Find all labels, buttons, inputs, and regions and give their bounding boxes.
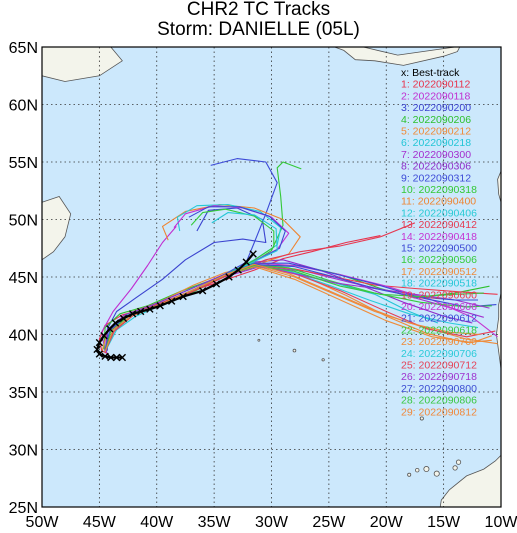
legend-entry: 3: 2022090200	[401, 102, 471, 114]
best-track-point	[100, 331, 108, 340]
best-track-point	[136, 307, 145, 316]
best-track-point	[146, 305, 154, 313]
legend-entry: 7: 2022090300	[401, 149, 471, 161]
legend-entry: 4: 2022090206	[401, 114, 471, 126]
x-tick-label: 35W	[198, 514, 232, 531]
y-tick-label: 40N	[9, 328, 38, 345]
y-tick-label: 55N	[9, 155, 38, 172]
legend-entry: 19: 2022090600	[401, 289, 477, 301]
madeira-island	[419, 416, 424, 421]
canary-island	[433, 470, 440, 477]
x-tick-label: 10W	[485, 514, 517, 531]
azores-island	[257, 338, 261, 342]
newfoundland-land	[42, 196, 72, 261]
chart-subtitle: Storm: DANIELLE (05L)	[157, 19, 360, 40]
best-track-point	[249, 250, 257, 258]
best-track-point	[156, 302, 164, 310]
x-tick-label: 15W	[427, 514, 461, 531]
y-tick-label: 35N	[9, 385, 38, 402]
legend-entry: 5: 2022090212	[401, 126, 471, 138]
best-track-point	[111, 319, 120, 327]
legend-entry: 9: 2022090312	[401, 172, 471, 184]
ireland-land	[497, 171, 501, 203]
legend-entry: 22: 2022090618	[401, 324, 477, 336]
best-track-point	[179, 292, 187, 301]
best-track-point	[118, 353, 127, 362]
azores-island	[321, 358, 325, 362]
best-track-point	[95, 350, 104, 358]
morocco-land	[439, 454, 501, 507]
x-tick-label: 25W	[312, 514, 346, 531]
legend-entry: 17: 2022090512	[401, 266, 477, 278]
legend-entry: 1: 2022090112	[401, 79, 470, 91]
best-track-point	[112, 353, 121, 362]
y-tick-label: 25N	[9, 500, 38, 517]
best-track-point	[128, 310, 137, 318]
y-tick-label: 50N	[9, 213, 38, 230]
legend-entry: 12: 2022090406	[401, 207, 477, 219]
legend-entry: 20: 2022090606	[401, 301, 477, 313]
iceland-land	[334, 47, 461, 66]
legend-entry: 16: 2022090506	[401, 254, 477, 266]
best-track-point	[107, 353, 115, 362]
best-track-point	[93, 345, 101, 354]
best-track-point	[234, 266, 242, 274]
legend-entry: 18: 2022090518	[401, 278, 477, 290]
best-track-point	[198, 287, 207, 295]
plot-frame	[41, 46, 502, 508]
y-tick-label: 65N	[9, 40, 38, 57]
x-tick-label: 30W	[255, 514, 289, 531]
x-tick-label: 45W	[83, 514, 117, 531]
legend-entry: 2: 2022090118	[401, 90, 470, 102]
y-tick-label: 60N	[9, 98, 38, 115]
legend-entry: 11: 2022090400	[401, 196, 476, 208]
iberia-land	[495, 293, 501, 370]
y-tick-label: 45N	[9, 270, 38, 287]
chart-title: CHR2 TC Tracks	[186, 0, 331, 20]
best-track-point	[95, 338, 104, 347]
y-tick-labels: 25N 30N 35N 40N 45N 50N 55N 60N 65N	[9, 40, 38, 517]
best-track-point	[119, 314, 128, 323]
land-masses	[42, 47, 501, 507]
legend-entry: 13: 2022090412	[401, 219, 477, 231]
best-track-point	[242, 258, 250, 266]
legend-entry: 26: 2022090718	[401, 371, 477, 383]
legend-best-track: x: Best-track	[401, 67, 460, 79]
legend-entry: 23: 2022090700	[401, 336, 477, 348]
x-tick-labels: 50W 45W 40W 35W 30W 25W 20W 15W 10W	[26, 514, 517, 531]
canary-island	[455, 459, 462, 465]
x-tick-label: 20W	[370, 514, 404, 531]
x-tick-label: 50W	[26, 514, 60, 531]
greenland-tip-land	[42, 47, 123, 82]
y-tick-label: 30N	[9, 443, 38, 460]
best-track-point	[106, 325, 114, 333]
legend-entry: 21: 2022090612	[401, 313, 477, 325]
legend-entry: 29: 2022090812	[401, 406, 477, 418]
canary-island	[423, 466, 430, 473]
legend-entry: 28: 2022090806	[401, 395, 477, 407]
canary-island	[407, 472, 412, 477]
best-track	[93, 250, 257, 362]
canary-island	[452, 465, 458, 471]
chart-title-block: CHR2 TC Tracks Storm: DANIELLE (05L)	[0, 0, 517, 40]
best-track-point	[225, 273, 233, 281]
canary-island	[415, 468, 420, 473]
best-track-point	[212, 280, 221, 288]
forecast-track-line	[101, 226, 177, 352]
legend-entry: 14: 2022090418	[401, 231, 477, 243]
legend-entry: 10: 2022090318	[401, 184, 477, 196]
legend-entry: 25: 2022090712	[401, 360, 477, 372]
legend-entry: 24: 2022090706	[401, 348, 477, 360]
legend-entry: 27: 2022090800	[401, 383, 477, 395]
legend-entry: 15: 2022090500	[401, 243, 477, 255]
best-track-point	[101, 352, 109, 361]
legend-entry: 6: 2022090218	[401, 137, 471, 149]
best-track-point	[167, 297, 176, 305]
legend-entry: 8: 2022090306	[401, 161, 471, 173]
x-tick-label: 40W	[140, 514, 174, 531]
azores-island	[292, 348, 297, 353]
